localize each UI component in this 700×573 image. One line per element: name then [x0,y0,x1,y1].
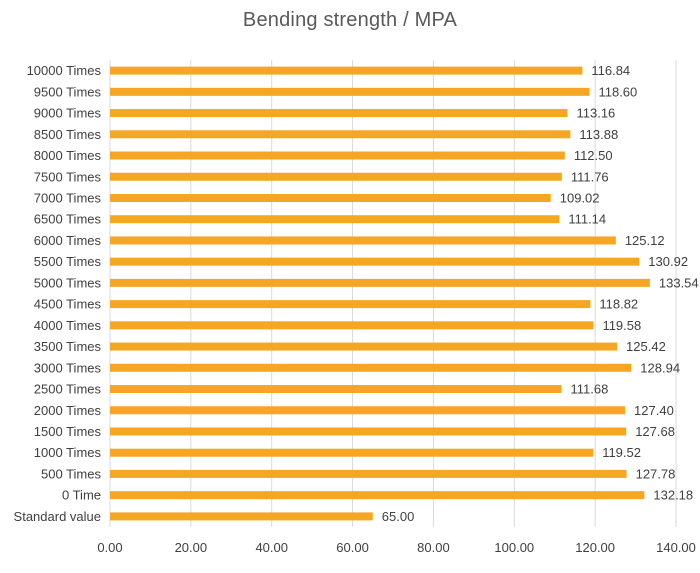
chart-title: Bending strength / MPA [242,9,458,31]
bar [110,66,583,75]
x-tick-label: 40.00 [255,540,288,555]
category-label: Standard value [14,509,101,524]
category-label: 8000 Times [34,148,102,163]
category-label: 1500 Times [34,424,102,439]
bar [110,172,562,181]
bar [110,385,562,394]
bar [110,236,616,245]
data-label: 118.60 [598,84,637,99]
bar [110,215,560,224]
x-tick-label: 20.00 [175,540,208,555]
category-label: 0 Time [62,488,101,503]
data-label: 133.54 [659,275,699,290]
category-label: 8500 Times [34,127,102,142]
data-label: 125.42 [626,339,666,354]
bar [110,427,627,436]
bar [110,87,590,96]
data-label: 113.88 [579,127,618,142]
category-label: 3500 Times [34,339,102,354]
bars [110,66,650,521]
data-label: 116.84 [591,63,630,78]
category-labels: 10000 Times 9500 Times 9000 Times 8500 Time… [14,63,102,524]
bar [110,512,373,521]
x-tick-label: 140.00 [656,540,696,555]
x-tick-labels: 0.00 20.00 40.00 60.00 80.00 100.00 120.00 140.… [97,540,696,555]
bar [110,151,565,160]
category-label: 1000 Times [34,445,102,460]
bar [110,278,650,287]
bar [110,448,594,457]
category-label: 2500 Times [34,382,102,397]
data-labels: 116.84 118.60 113.16 113.88 112.50 111.76 109.… [382,63,699,524]
bar [110,363,632,372]
data-label: 128.94 [640,360,680,375]
x-tick-label: 80.00 [417,540,450,555]
category-label: 2000 Times [34,403,102,418]
data-label: 111.14 [568,212,606,227]
data-label: 127.40 [634,403,674,418]
bar [110,109,568,118]
category-label: 4500 Times [34,297,102,312]
bar [110,130,571,139]
category-label: 5500 Times [34,254,102,269]
category-label: 9500 Times [34,84,102,99]
data-label: 111.68 [571,382,609,397]
data-label: 119.58 [602,318,641,333]
category-label: 3000 Times [34,360,102,375]
category-label: 10000 Times [27,63,102,78]
bar [110,300,591,309]
data-label: 127.78 [636,466,676,481]
data-label: 113.16 [576,106,615,121]
data-label: 119.52 [602,445,641,460]
category-label: 4000 Times [34,318,102,333]
bar [110,193,551,202]
data-label: 112.50 [574,148,613,163]
data-label: 127.68 [635,424,675,439]
category-label: 7000 Times [34,190,102,205]
data-label: 109.02 [560,190,600,205]
category-label: 500 Times [41,466,101,481]
category-label: 9000 Times [34,106,102,121]
category-label: 5000 Times [34,275,102,290]
data-label: 65.00 [382,509,415,524]
category-label: 7500 Times [34,169,102,184]
x-tick-label: 0.00 [97,540,122,555]
data-label: 125.12 [625,233,665,248]
bar [110,491,645,500]
x-tick-label: 120.00 [575,540,615,555]
data-label: 111.76 [571,169,609,184]
category-label: 6000 Times [34,233,102,248]
bar [110,257,640,266]
bar [110,406,626,415]
x-tick-label: 100.00 [494,540,534,555]
data-label: 132.18 [653,488,693,503]
data-label: 130.92 [648,254,688,269]
category-label: 6500 Times [34,212,102,227]
bar [110,469,627,478]
bar [110,321,594,330]
x-tick-label: 60.00 [336,540,369,555]
data-label: 118.82 [599,297,638,312]
bar [110,342,618,351]
